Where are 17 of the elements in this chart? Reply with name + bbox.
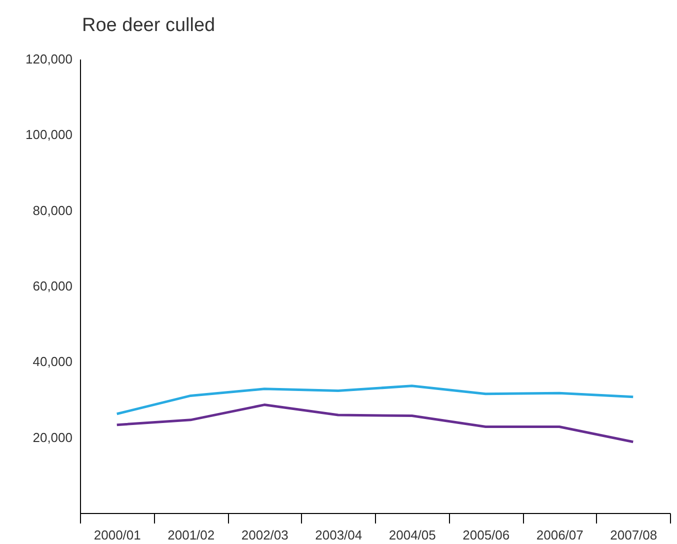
line-series — [116, 404, 634, 444]
x-tick-label: 2006/07 — [536, 528, 584, 542]
x-tick-label: 2002/03 — [241, 528, 288, 542]
x-tick-label: 2007/08 — [610, 528, 658, 542]
line-series — [116, 384, 634, 416]
y-tick-label: 20,000 — [32, 430, 72, 445]
y-tick-label: 80,000 — [32, 202, 72, 218]
y-tick-label: 100,000 — [26, 127, 72, 142]
x-tick-label: 2003/04 — [315, 528, 362, 542]
x-tick-label: 2000/01 — [94, 528, 141, 542]
y-tick-label: 120,000 — [26, 52, 72, 66]
x-tick-label: 2005/06 — [462, 528, 510, 542]
chart-title: Roe deer culled — [82, 15, 216, 36]
y-tick-label: 60,000 — [32, 278, 72, 294]
y-tick-label: 40,000 — [32, 354, 72, 370]
x-tick-label: 2001/02 — [168, 528, 215, 542]
x-tick-label: 2004/05 — [388, 528, 436, 542]
